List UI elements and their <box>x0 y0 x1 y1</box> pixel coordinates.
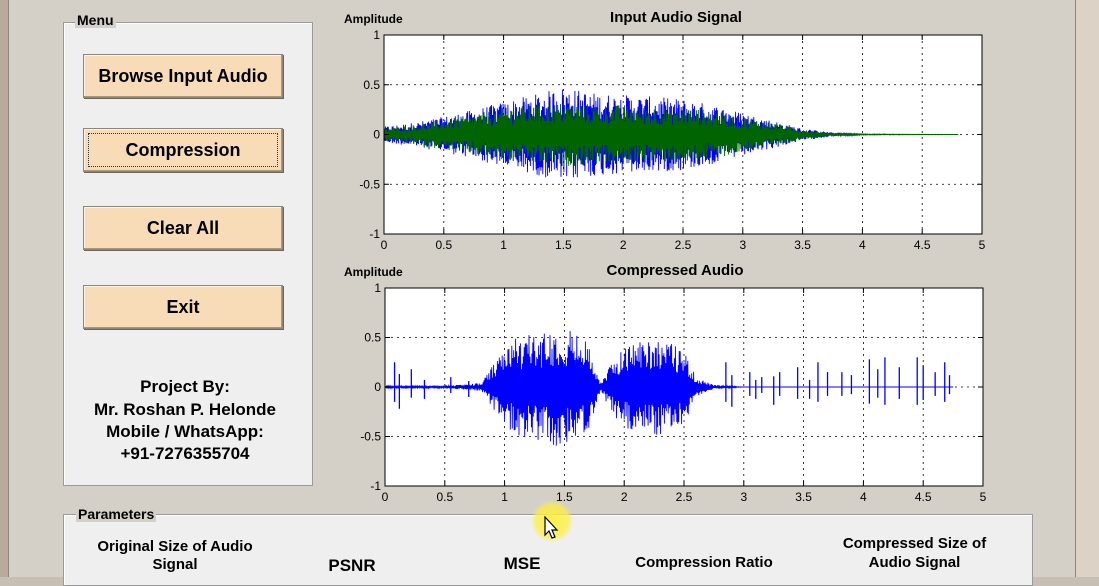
input-audio-chart: 0 0.5 1 1.5 2 2.5 3 3.5 4 4.5 5 1 0.5 0 -0.5 -1 <box>359 28 986 252</box>
mse-label: MSE <box>503 554 541 573</box>
mouse-pointer-icon <box>544 516 559 539</box>
y-tick-label: -1 <box>369 227 380 241</box>
x-tick-label: 0.5 <box>435 238 452 252</box>
credits-line-3: Mobile / WhatsApp: <box>106 422 264 441</box>
clear-all-button[interactable]: Clear All <box>83 206 283 250</box>
exit-button[interactable]: Exit <box>83 285 283 329</box>
compressed-audio-chart: 0 0.5 1 1.5 2 2.5 3 3.5 4 4.5 5 1 0.5 0 -0.5 -1 <box>360 281 987 504</box>
input-chart-ylabel: Amplitude <box>344 12 403 26</box>
y-tick-label: -0.5 <box>359 177 380 191</box>
x-tick-label: 5 <box>979 238 986 252</box>
window-left-edge <box>0 0 8 577</box>
menu-panel <box>63 22 313 486</box>
y-tick-label: 0 <box>374 380 381 394</box>
x-tick-label: 4 <box>859 238 866 252</box>
credits-line-2: Mr. Roshan P. Helonde <box>93 400 276 419</box>
x-tick-label: 4.5 <box>914 238 931 252</box>
x-tick-label: 3.5 <box>795 490 812 504</box>
parameters-panel-title: Parameters <box>76 506 157 522</box>
x-tick-label: 4.5 <box>915 490 932 504</box>
credits-line-4: +91-7276355704 <box>120 444 250 463</box>
compressed-chart-ylabel: Amplitude <box>344 265 403 279</box>
compressed-size-label-line2: Audio Signal <box>868 554 961 571</box>
browse-input-audio-button[interactable]: Browse Input Audio <box>83 54 283 98</box>
window-right-edge <box>1076 0 1099 577</box>
x-tick-label: 5 <box>980 490 987 504</box>
original-size-label-line1: Original Size of Audio <box>97 538 253 555</box>
x-tick-label: 2 <box>620 238 627 252</box>
x-tick-label: 2 <box>621 490 628 504</box>
menu-panel-title: Menu <box>75 12 116 28</box>
y-tick-label: -1 <box>370 479 381 493</box>
y-tick-label: 1 <box>374 281 381 295</box>
x-tick-label: 2.5 <box>675 238 692 252</box>
y-tick-label: 1 <box>373 28 380 42</box>
compression-ratio-label: Compression Ratio <box>635 554 773 571</box>
psnr-label: PSNR <box>328 556 376 575</box>
x-tick-label: 2.5 <box>676 490 693 504</box>
x-tick-label: 1.5 <box>555 238 572 252</box>
x-tick-label: 3 <box>739 238 746 252</box>
compression-button[interactable]: Compression <box>83 128 283 172</box>
x-tick-label: 1.5 <box>556 490 573 504</box>
input-chart-title: Input Audio Signal <box>610 9 742 26</box>
x-tick-label: 0 <box>382 490 389 504</box>
y-tick-label: 0 <box>373 128 380 142</box>
x-tick-label: 4 <box>860 490 867 504</box>
x-tick-label: 3.5 <box>794 238 811 252</box>
x-tick-label: 0.5 <box>436 490 453 504</box>
x-tick-label: 1 <box>501 490 508 504</box>
x-tick-label: 3 <box>740 490 747 504</box>
y-tick-label: 0.5 <box>364 331 381 345</box>
original-size-label-line2: Signal <box>152 556 198 573</box>
x-tick-label: 1 <box>500 238 507 252</box>
y-tick-label: 0.5 <box>363 78 380 92</box>
compressed-size-label-line1: Compressed Size of <box>842 535 987 552</box>
credits-line-1: Project By: <box>140 377 230 396</box>
y-tick-label: -0.5 <box>360 430 381 444</box>
x-tick-label: 0 <box>381 238 388 252</box>
app-window: Menu Browse Input Audio Compression Clea… <box>8 0 1076 586</box>
compressed-chart-title: Compressed Audio <box>606 262 744 279</box>
